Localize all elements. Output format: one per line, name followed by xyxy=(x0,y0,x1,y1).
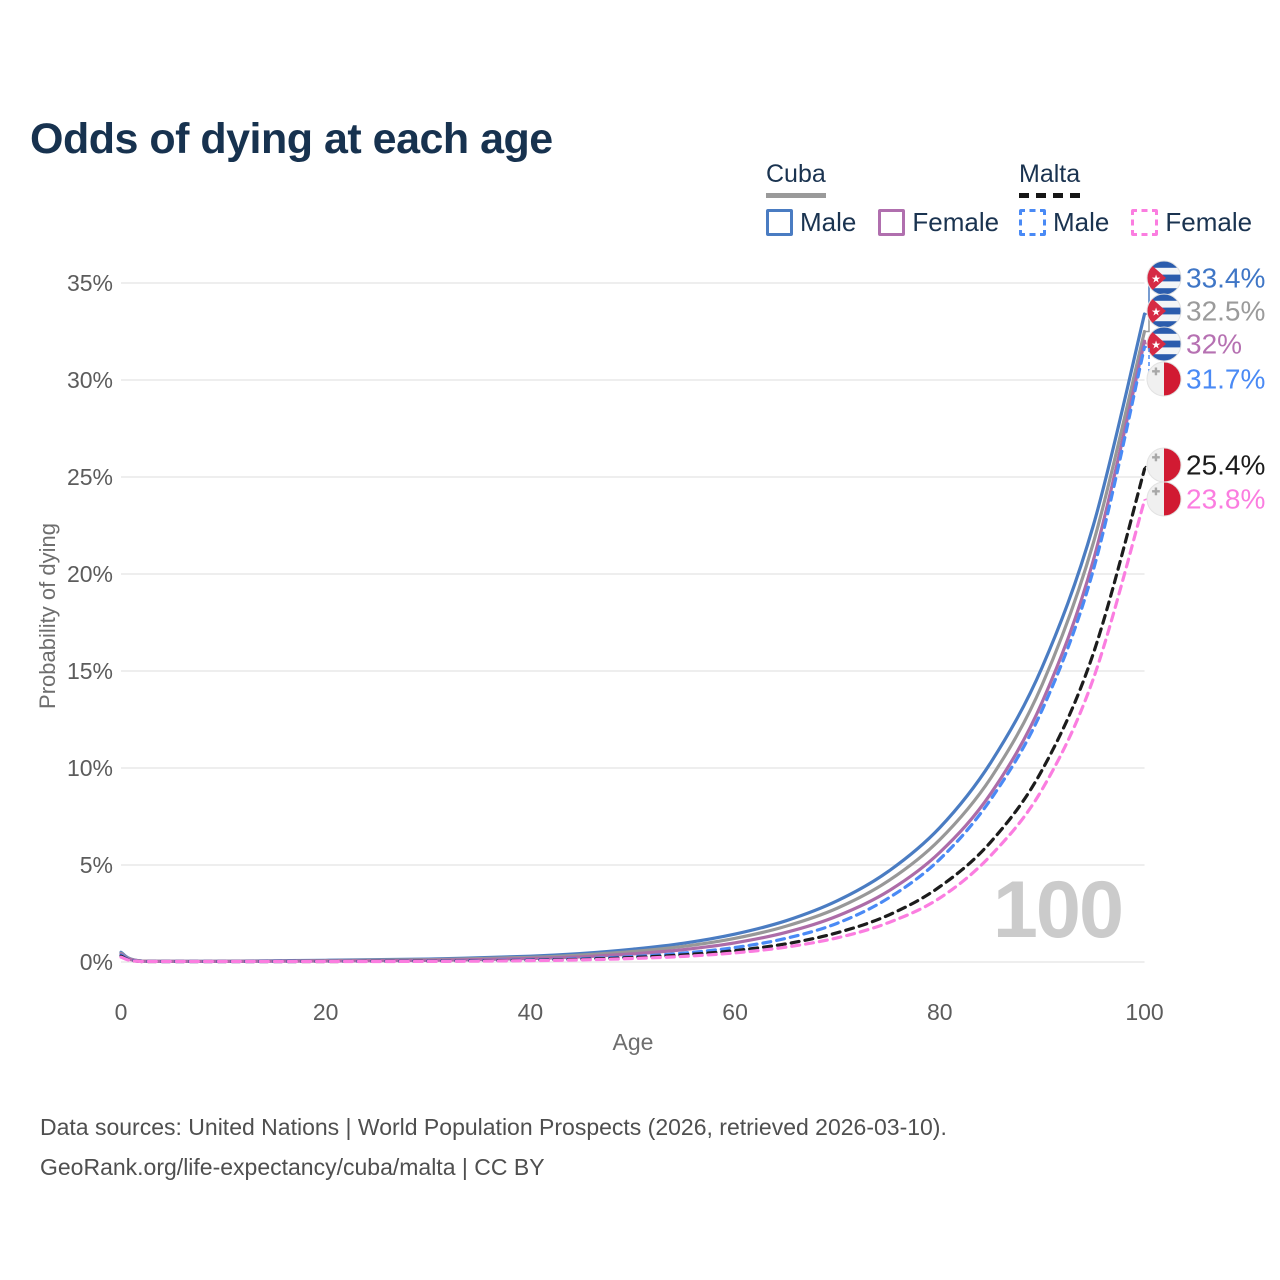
x-tick-label: 0 xyxy=(115,999,128,1025)
x-tick-label: 100 xyxy=(1125,999,1163,1025)
end-label-value-malta-male: 31.7% xyxy=(1186,364,1265,395)
x-tick-label: 60 xyxy=(722,999,748,1025)
end-label-leader-malta-total xyxy=(1142,464,1148,470)
end-label-value-cuba-total: 32.5% xyxy=(1186,296,1265,327)
y-tick-label: 30% xyxy=(67,367,113,393)
cuba-flag-icon: ★ xyxy=(1147,261,1181,295)
y-tick-label: 0% xyxy=(80,949,113,975)
end-label-value-cuba-male: 33.4% xyxy=(1186,263,1265,294)
legend-swatch-cuba-male-icon xyxy=(766,209,793,236)
page-title: Odds of dying at each age xyxy=(30,114,553,163)
svg-text:✚: ✚ xyxy=(1152,487,1161,498)
y-tick-label: 35% xyxy=(67,270,113,296)
svg-text:✚: ✚ xyxy=(1152,453,1161,464)
legend-row-cuba: Male Female xyxy=(766,207,999,238)
svg-text:★: ★ xyxy=(1151,307,1161,319)
malta-flag-icon: ✚ xyxy=(1147,448,1181,482)
legend-label-malta-male: Male xyxy=(1053,207,1110,237)
series-line-malta-total[interactable] xyxy=(119,467,1147,964)
malta-flag-icon: ✚ xyxy=(1147,362,1181,396)
series-line-malta-male[interactable] xyxy=(119,345,1147,964)
y-tick-label: 10% xyxy=(67,755,113,781)
cuba-flag-icon: ★ xyxy=(1147,294,1181,328)
hover-age-indicator: 100 xyxy=(992,865,1124,955)
end-label-malta-female: ✚ 23.8% xyxy=(1146,481,1265,517)
legend-label-cuba-female: Female xyxy=(912,207,1000,237)
legend-swatch-cuba-female-icon xyxy=(878,209,906,236)
malta-flag-icon: ✚ xyxy=(1147,482,1181,516)
y-axis-title: Probability of dying xyxy=(35,523,60,709)
end-label-leader-malta-female xyxy=(1143,498,1148,501)
end-label-cuba-male: ★ 33.4% xyxy=(1146,260,1265,296)
end-label-value-malta-total: 25.4% xyxy=(1186,450,1265,481)
end-label-value-malta-female: 23.8% xyxy=(1186,484,1265,515)
y-tick-label: 5% xyxy=(80,852,113,878)
y-tick-label: 20% xyxy=(67,561,113,587)
legend-country-malta: Malta xyxy=(1019,160,1081,198)
cuba-flag-icon: ★ xyxy=(1147,327,1181,361)
legend-row-malta: Male Female xyxy=(1019,207,1252,238)
x-tick-label: 80 xyxy=(927,999,953,1025)
footer-data-sources: Data sources: United Nations | World Pop… xyxy=(40,1114,947,1140)
footer-attribution[interactable]: GeoRank.org/life-expectancy/cuba/malta |… xyxy=(40,1154,545,1180)
series-line-malta-female[interactable] xyxy=(119,498,1147,964)
legend-item-malta-female[interactable]: Female xyxy=(1131,207,1252,238)
x-axis-title: Age xyxy=(612,1029,654,1055)
end-label-malta-male: ✚ 31.7% xyxy=(1146,361,1265,397)
end-label-leader-cuba-female xyxy=(1143,340,1148,345)
end-label-cuba-total: ★ 32.5% xyxy=(1146,293,1265,329)
legend-item-cuba-male[interactable]: Male xyxy=(766,207,856,238)
y-tick-label: 25% xyxy=(67,464,113,490)
end-label-malta-total: ✚ 25.4% xyxy=(1146,447,1265,483)
legend-item-cuba-female[interactable]: Female xyxy=(878,207,999,238)
footer: Data sources: United Nations | World Pop… xyxy=(40,1107,1240,1187)
legend-label-malta-female: Female xyxy=(1165,207,1253,237)
legend-item-malta-male[interactable]: Male xyxy=(1019,207,1109,238)
x-tick-label: 20 xyxy=(313,999,339,1025)
series-line-cuba-total[interactable] xyxy=(119,329,1147,964)
svg-text:★: ★ xyxy=(1151,340,1161,352)
end-label-value-cuba-female: 32% xyxy=(1186,329,1242,360)
legend-country-cuba: Cuba xyxy=(766,160,826,198)
svg-text:✚: ✚ xyxy=(1152,367,1161,378)
x-tick-label: 40 xyxy=(518,999,544,1025)
legend-group-malta: Malta Male Female xyxy=(1019,160,1252,238)
legend-swatch-malta-male-icon xyxy=(1019,209,1046,236)
legend-swatch-malta-female-icon xyxy=(1131,209,1159,236)
legend-group-cuba: Cuba Male Female xyxy=(766,160,999,238)
end-label-cuba-female: ★ 32% xyxy=(1146,326,1242,362)
y-tick-label: 15% xyxy=(67,658,113,684)
legend-label-cuba-male: Male xyxy=(800,207,857,237)
svg-text:★: ★ xyxy=(1151,274,1161,286)
series-line-cuba-female[interactable] xyxy=(119,339,1147,964)
